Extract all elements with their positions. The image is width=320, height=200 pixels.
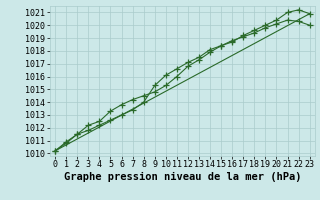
X-axis label: Graphe pression niveau de la mer (hPa): Graphe pression niveau de la mer (hPa) bbox=[64, 172, 301, 182]
